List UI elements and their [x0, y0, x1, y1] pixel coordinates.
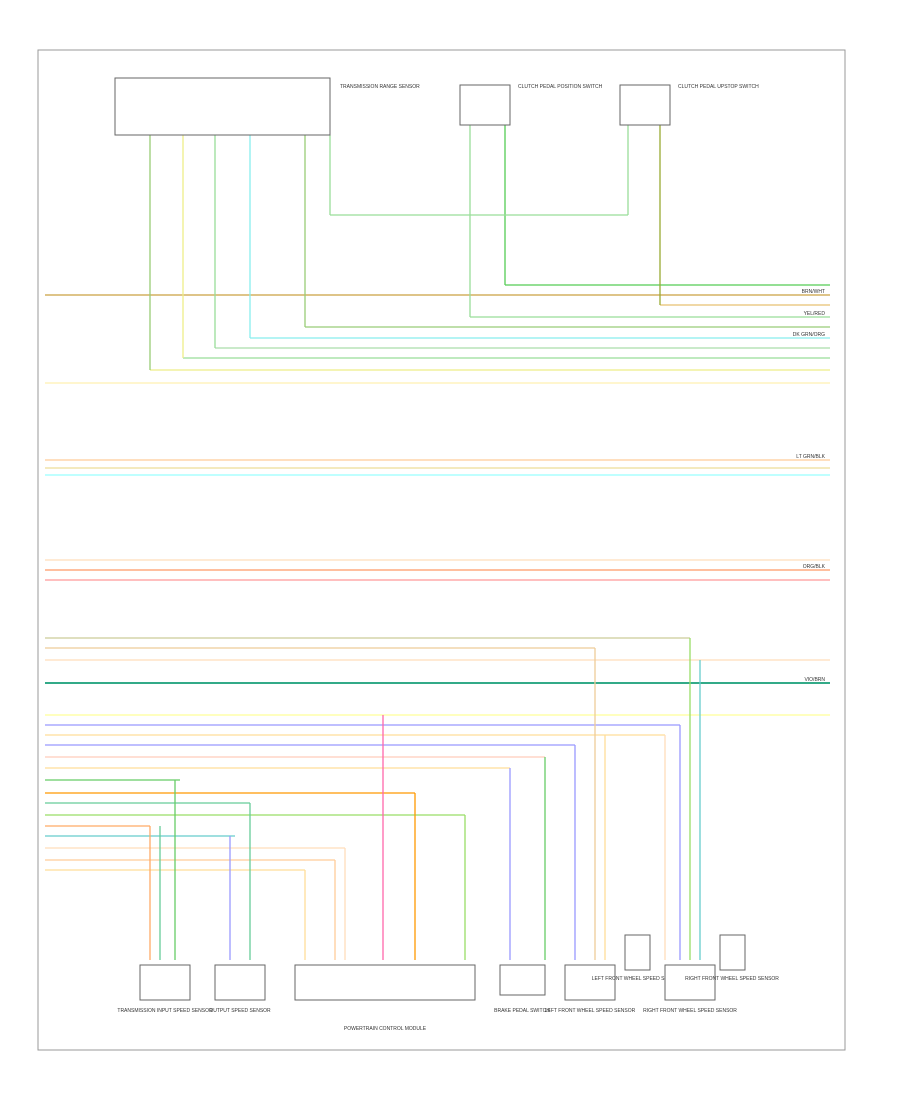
wire-label: ORG/BLK [803, 564, 826, 570]
frame [37, 49, 846, 1051]
component [564, 964, 616, 1001]
wire-label: YEL/RED [804, 311, 826, 317]
component-label: RIGHT FRONT WHEEL SPEED SENSOR [685, 976, 779, 982]
component-label: LEFT FRONT WHEEL SPEED SENSOR [592, 976, 683, 982]
component [719, 934, 746, 971]
component-label: CLUTCH PEDAL UPSTOP SWITCH [678, 84, 759, 90]
wire-label: VIO/BRN [804, 677, 825, 683]
component [619, 84, 671, 126]
wire-label: DK GRN/ORG [793, 332, 825, 338]
component [114, 77, 331, 136]
component-label: LEFT FRONT WHEEL SPEED SENSOR [545, 1008, 636, 1014]
component-label: POWERTRAIN CONTROL MODULE [344, 1026, 427, 1032]
component [294, 964, 476, 1001]
component [214, 964, 266, 1001]
component-label: CLUTCH PEDAL POSITION SWITCH [518, 84, 603, 90]
component-label: OUTPUT SPEED SENSOR [209, 1008, 271, 1014]
component [624, 934, 651, 971]
component-label: RIGHT FRONT WHEEL SPEED SENSOR [643, 1008, 737, 1014]
component [499, 964, 546, 996]
wire-label: LT GRN/BLK [796, 454, 825, 460]
component [139, 964, 191, 1001]
wire-label: BRN/WHT [802, 289, 825, 295]
component-label: BRAKE PEDAL SWITCH [494, 1008, 550, 1014]
component-label: TRANSMISSION RANGE SENSOR [340, 84, 420, 90]
component [459, 84, 511, 126]
component-label: TRANSMISSION INPUT SPEED SENSOR [117, 1008, 213, 1014]
component [664, 964, 716, 1001]
